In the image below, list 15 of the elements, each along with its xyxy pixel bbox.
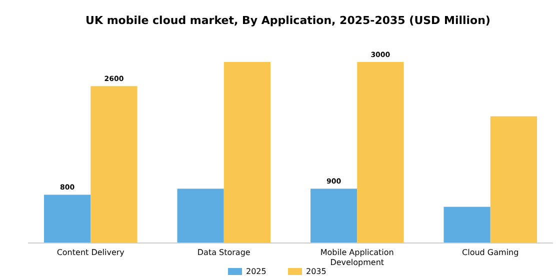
legend-label: 2035 [306,267,326,276]
bar [90,86,138,243]
bar [357,62,404,243]
bar [310,188,358,243]
bar [490,116,538,243]
legend-label: 2025 [246,267,266,276]
x-tick-label: Data Storage [197,248,250,257]
x-tick-label: Content Delivery [56,248,125,257]
bar [44,194,91,243]
x-tick-label: Cloud Gaming [462,248,519,257]
bar [177,188,224,243]
bar [224,62,271,243]
x-tick-label: Mobile Application Development [320,248,394,267]
bar [444,206,490,243]
chart-title: UK mobile cloud market, By Application, 2025-2035 (USD Million) [86,14,490,27]
